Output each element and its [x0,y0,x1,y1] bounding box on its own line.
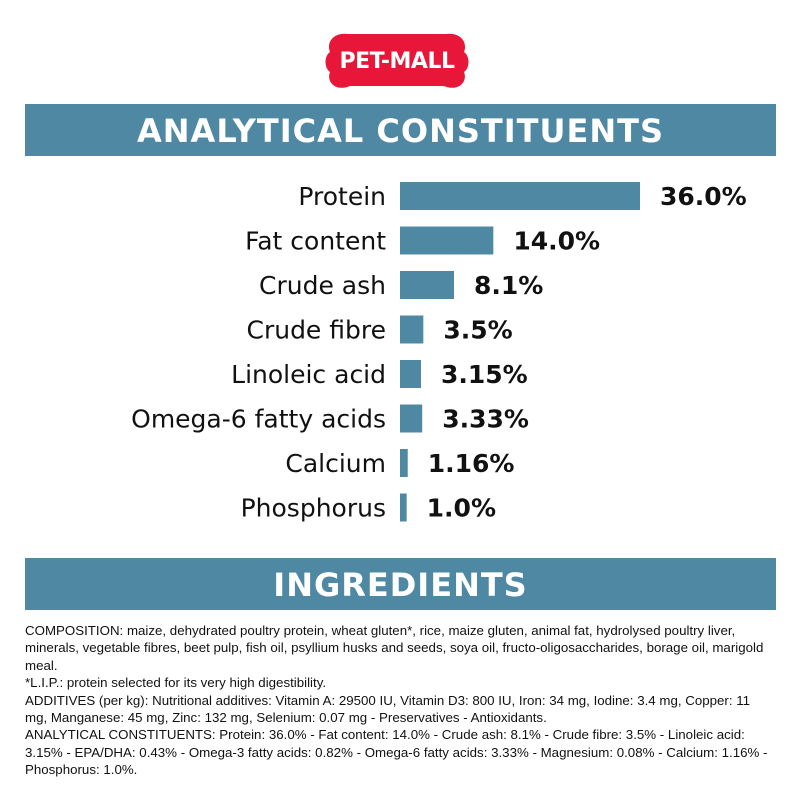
category-label: Protein [298,182,386,211]
composition-text: COMPOSITION: maize, dehydrated poultry p… [25,623,764,673]
value-label: 1.16% [428,449,515,478]
category-label: Fat content [245,227,386,256]
category-label: Crude ash [259,271,386,300]
category-label: Crude fibre [246,316,386,345]
logo-text: PET-MALL [339,48,455,74]
category-label: Phosphorus [241,494,386,523]
bar [400,226,494,255]
value-label: 3.15% [441,360,528,389]
category-label: Linoleic acid [231,360,386,389]
ingredients-banner: INGREDIENTS [25,558,776,610]
constituents-bar-chart: Protein 36.0% Fat content 14.0% Crude ash 8.1… [131,182,747,523]
category-label: Calcium [285,449,386,478]
value-label: 14.0% [513,227,600,256]
footnote-text: *L.I.P.: protein selected for its very h… [25,675,327,691]
value-label: 3.33% [442,405,529,434]
analytical-constituents-text: ANALYTICAL CONSTITUENTS: Protein: 36.0% … [25,727,768,778]
bar [400,404,423,433]
category-label: Omega-6 fatty acids [131,405,386,434]
value-label: 8.1% [474,271,543,300]
bar [400,360,421,388]
value-label: 3.5% [443,316,512,345]
bar [400,449,408,477]
bar [400,271,454,299]
bone-logo-icon [325,33,469,88]
bar [400,182,640,210]
analytical-constituents-banner: ANALYTICAL CONSTITUENTS [25,104,776,156]
bar [400,315,424,344]
additives-text: ADDITIVES (per kg): Nutritional additive… [25,692,751,726]
bar [400,493,407,522]
value-label: 1.0% [427,494,496,523]
ingredients-text: COMPOSITION: maize, dehydrated poultry p… [25,622,775,779]
brand-logo: PET-MALL [322,28,472,94]
value-label: 36.0% [660,182,747,211]
